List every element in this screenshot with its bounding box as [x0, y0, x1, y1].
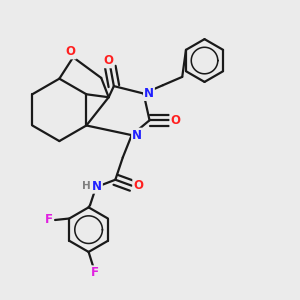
Text: O: O — [103, 54, 113, 67]
Text: O: O — [170, 114, 180, 127]
Text: N: N — [132, 129, 142, 142]
Text: O: O — [133, 178, 143, 192]
Text: H: H — [82, 181, 91, 191]
Text: N: N — [92, 180, 102, 193]
Text: N: N — [144, 87, 154, 100]
Text: O: O — [66, 45, 76, 58]
Text: F: F — [45, 214, 53, 226]
Text: F: F — [91, 266, 98, 279]
